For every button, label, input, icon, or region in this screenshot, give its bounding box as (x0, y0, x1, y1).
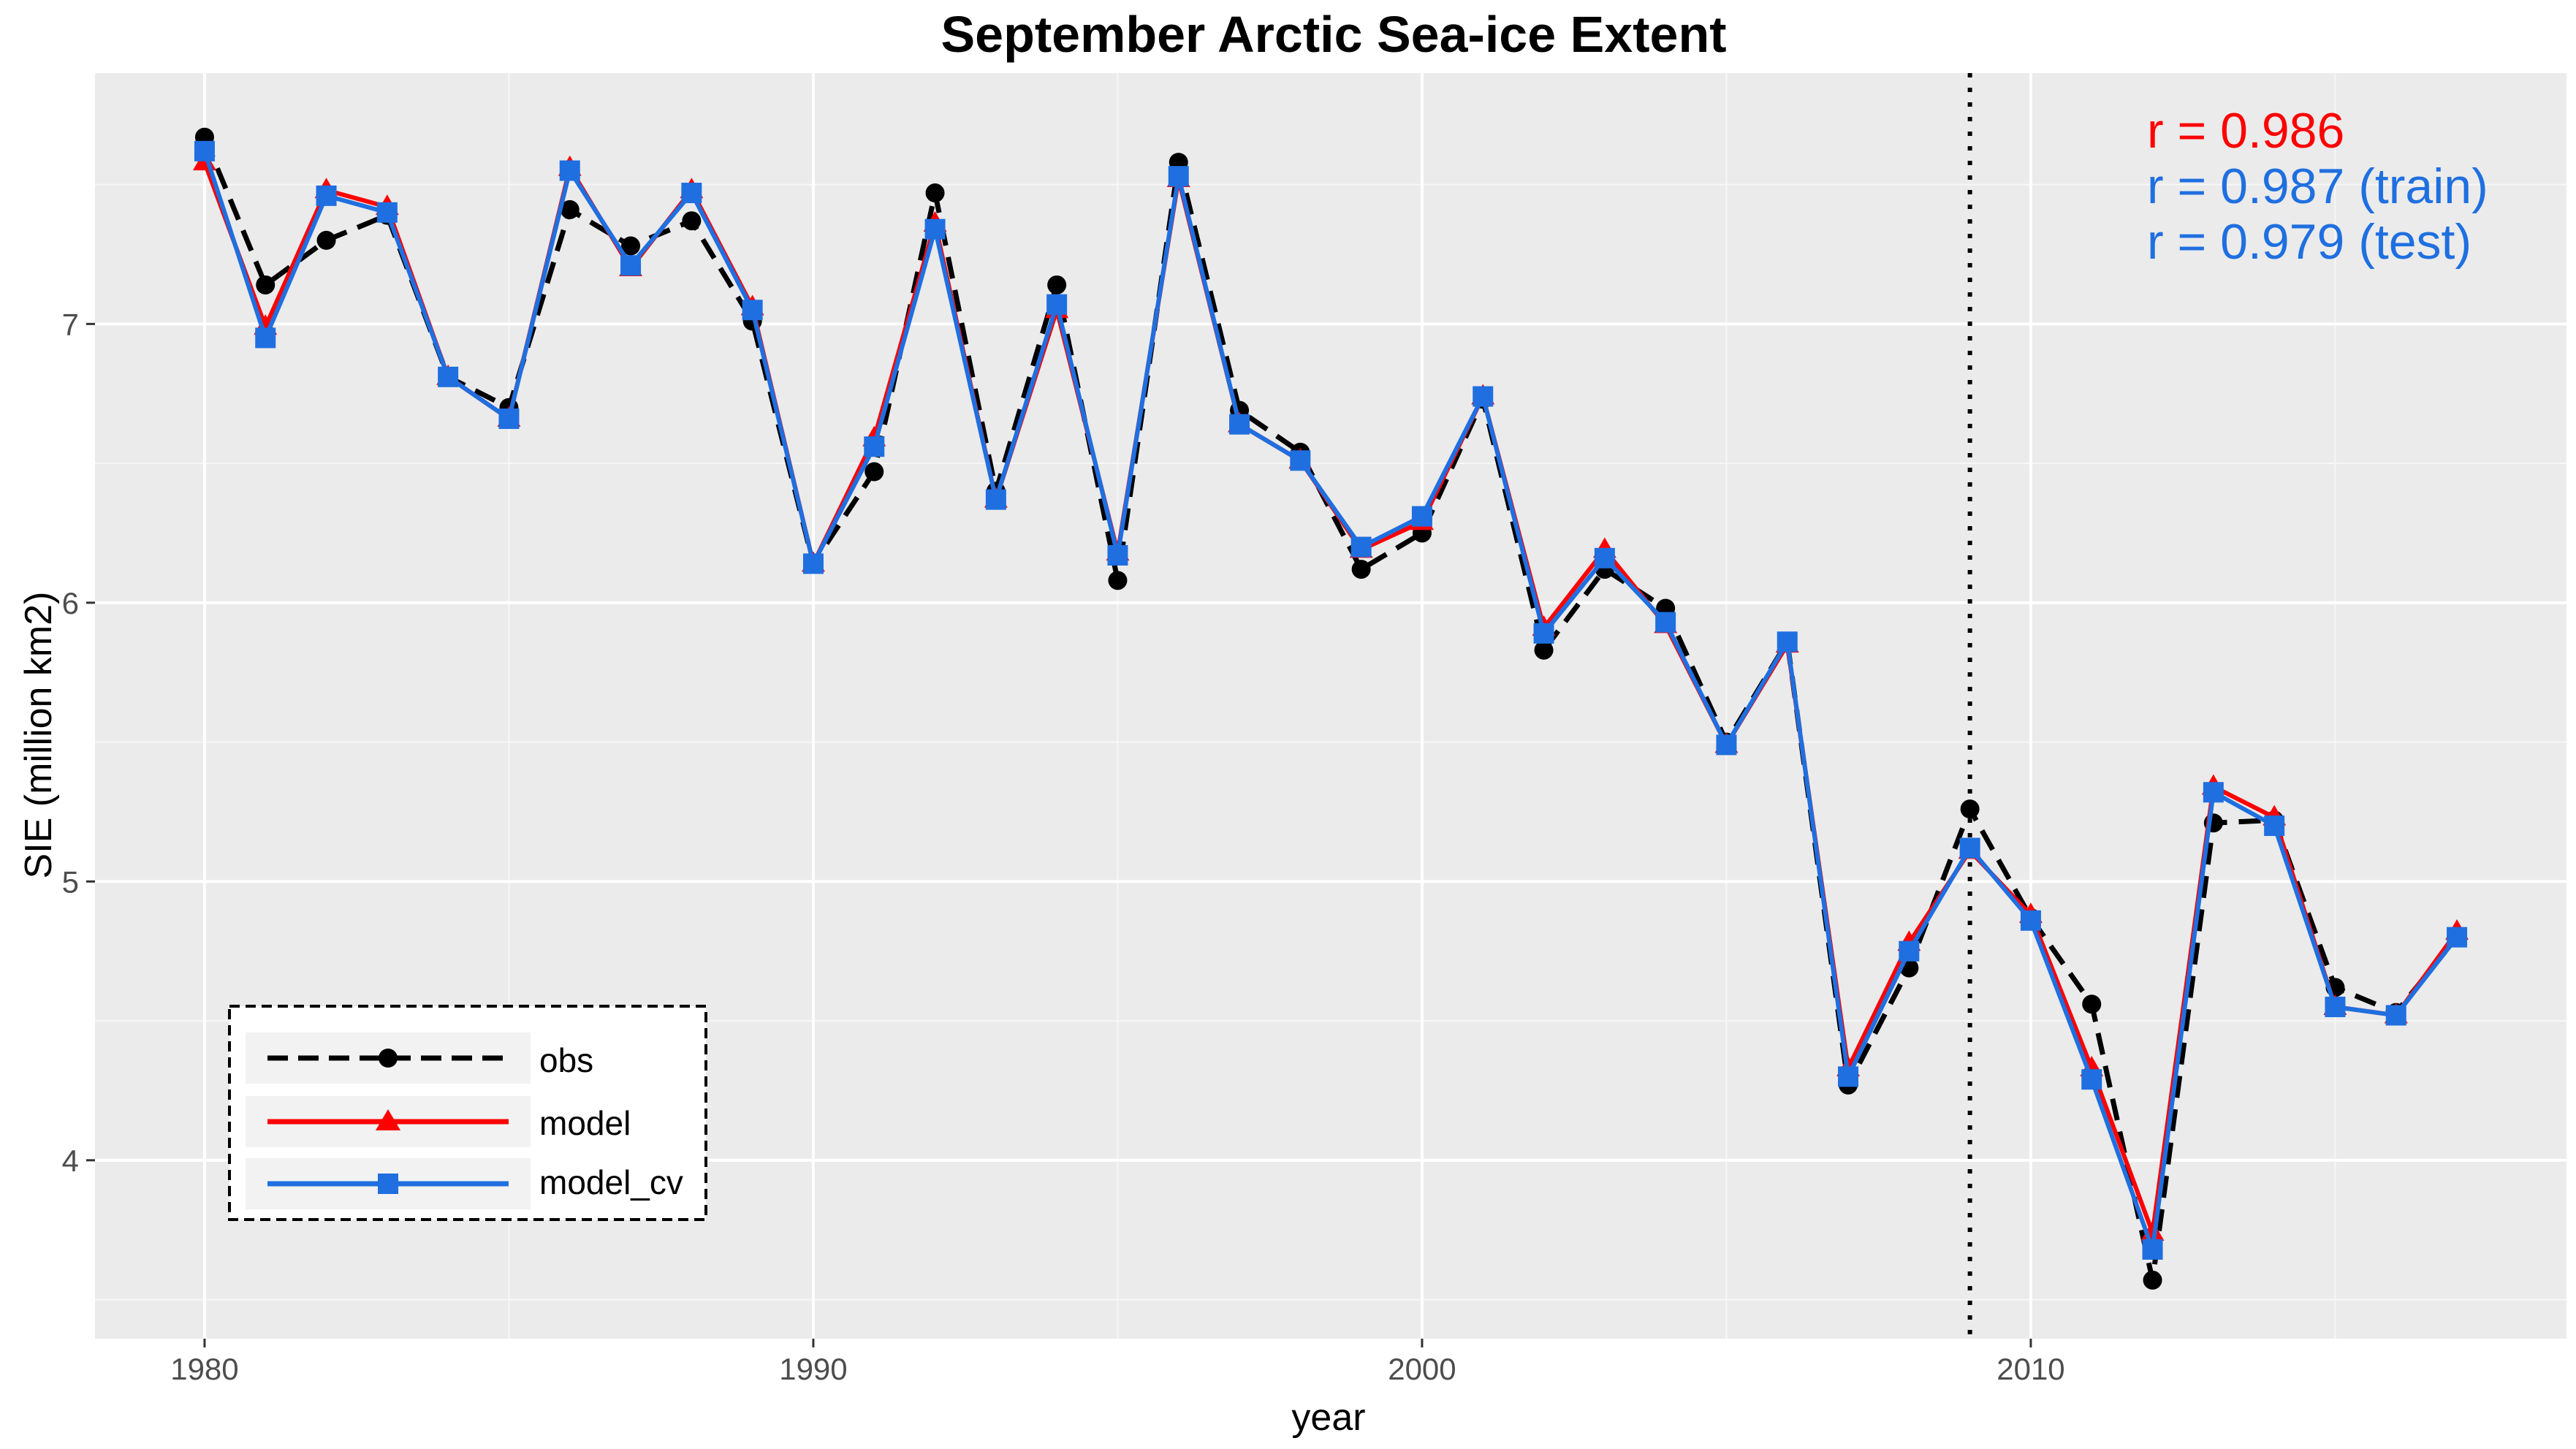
data-point-model_cv (802, 553, 824, 574)
x-tick-label: 1990 (779, 1352, 847, 1386)
data-point-model_cv (1838, 1066, 1859, 1087)
data-point-model_cv (2081, 1069, 2102, 1090)
x-tick-label: 1980 (170, 1352, 238, 1386)
data-point-model_cv (1290, 450, 1311, 471)
data-point-model_cv (864, 436, 885, 457)
data-point-obs (560, 199, 580, 219)
series-line-obs (202, 136, 2459, 1283)
data-point-model_cv (924, 218, 946, 240)
series-model_cv (194, 140, 2468, 1260)
data-point-model_cv (2447, 927, 2468, 948)
y-tick-label: 4 (62, 1144, 79, 1178)
x-axis-label: year (1291, 1396, 1365, 1439)
data-point-obs (1351, 560, 1371, 579)
data-point-model_cv (1777, 631, 1798, 653)
annotation-r-train: r = 0.987 (train) (2147, 159, 2488, 214)
data-point-model_cv (985, 489, 1006, 510)
data-point-model_cv (742, 300, 763, 321)
data-point-model_cv (1533, 623, 1554, 644)
legend-label-obs: obs (539, 1041, 593, 1079)
chart-title: September Arctic Sea-ice Extent (941, 6, 1726, 63)
x-tick-label: 2000 (1388, 1352, 1456, 1386)
data-point-model_cv (1168, 166, 1189, 187)
data-point-model_cv (1350, 536, 1372, 558)
data-point-model_cv (2385, 1005, 2406, 1026)
legend: obs model model_cv (228, 1005, 707, 1221)
data-point-obs (2143, 1270, 2162, 1290)
data-point-model_cv (2142, 1239, 2163, 1260)
data-point-model_cv (2020, 910, 2041, 931)
data-point-model_cv (2264, 815, 2285, 837)
data-point-obs (621, 236, 641, 256)
y-tick-label: 6 (62, 586, 79, 620)
legend-label-model: model (539, 1104, 631, 1142)
legend-marker-model-cv (378, 1174, 398, 1194)
data-point-model_cv (1411, 506, 1432, 527)
series-layer (192, 127, 2469, 1290)
data-point-obs (2082, 994, 2102, 1014)
data-point-model_cv (376, 202, 398, 223)
annotation-r-test: r = 0.979 (test) (2147, 214, 2471, 270)
data-point-model_cv (1899, 940, 1920, 962)
data-point-model_cv (1655, 612, 1676, 633)
correlation-annotations: r = 0.986 r = 0.987 (train) r = 0.979 (t… (2147, 103, 2488, 270)
legend-label-model-cv: model_cv (539, 1163, 683, 1201)
data-point-model_cv (620, 255, 642, 276)
series-line-model_cv (202, 150, 2459, 1252)
data-point-model_cv (1594, 547, 1615, 568)
data-point-model_cv (2203, 782, 2224, 803)
x-axis: 1980 1990 2000 2010 (170, 1339, 2065, 1386)
data-point-model_cv (1229, 414, 1250, 435)
data-point-model_cv (1716, 734, 1737, 756)
y-axis-label: SIE (million km2) (18, 592, 60, 879)
annotation-r-model: r = 0.986 (2147, 103, 2344, 159)
data-point-obs (256, 275, 276, 294)
y-tick-label: 5 (62, 864, 79, 899)
legend-marker-obs (379, 1049, 398, 1068)
y-tick-label: 7 (62, 307, 79, 341)
data-point-obs (1960, 799, 1980, 819)
data-point-obs (316, 230, 336, 250)
data-point-obs (1108, 571, 1128, 590)
data-point-model_cv (498, 408, 520, 430)
data-point-obs (1047, 275, 1067, 294)
data-point-model_cv (1473, 386, 1494, 407)
data-point-model_cv (194, 140, 215, 161)
grid-minor (95, 73, 2566, 1339)
data-point-model_cv (559, 160, 580, 181)
data-point-obs (865, 462, 884, 482)
legend-marker-model (376, 1109, 400, 1130)
data-point-model_cv (681, 183, 702, 204)
data-point-model_cv (2325, 997, 2346, 1018)
data-point-obs (682, 211, 702, 231)
data-point-model_cv (1107, 544, 1128, 566)
data-point-model_cv (438, 366, 459, 387)
y-axis: 4 5 6 7 (62, 307, 95, 1178)
data-point-model_cv (316, 185, 337, 206)
data-point-model_cv (1046, 294, 1068, 315)
data-point-obs (925, 183, 945, 203)
x-tick-label: 2010 (1996, 1352, 2064, 1386)
data-point-model_cv (1959, 837, 1980, 859)
data-point-obs (1534, 640, 1554, 660)
data-point-model_cv (255, 327, 276, 349)
